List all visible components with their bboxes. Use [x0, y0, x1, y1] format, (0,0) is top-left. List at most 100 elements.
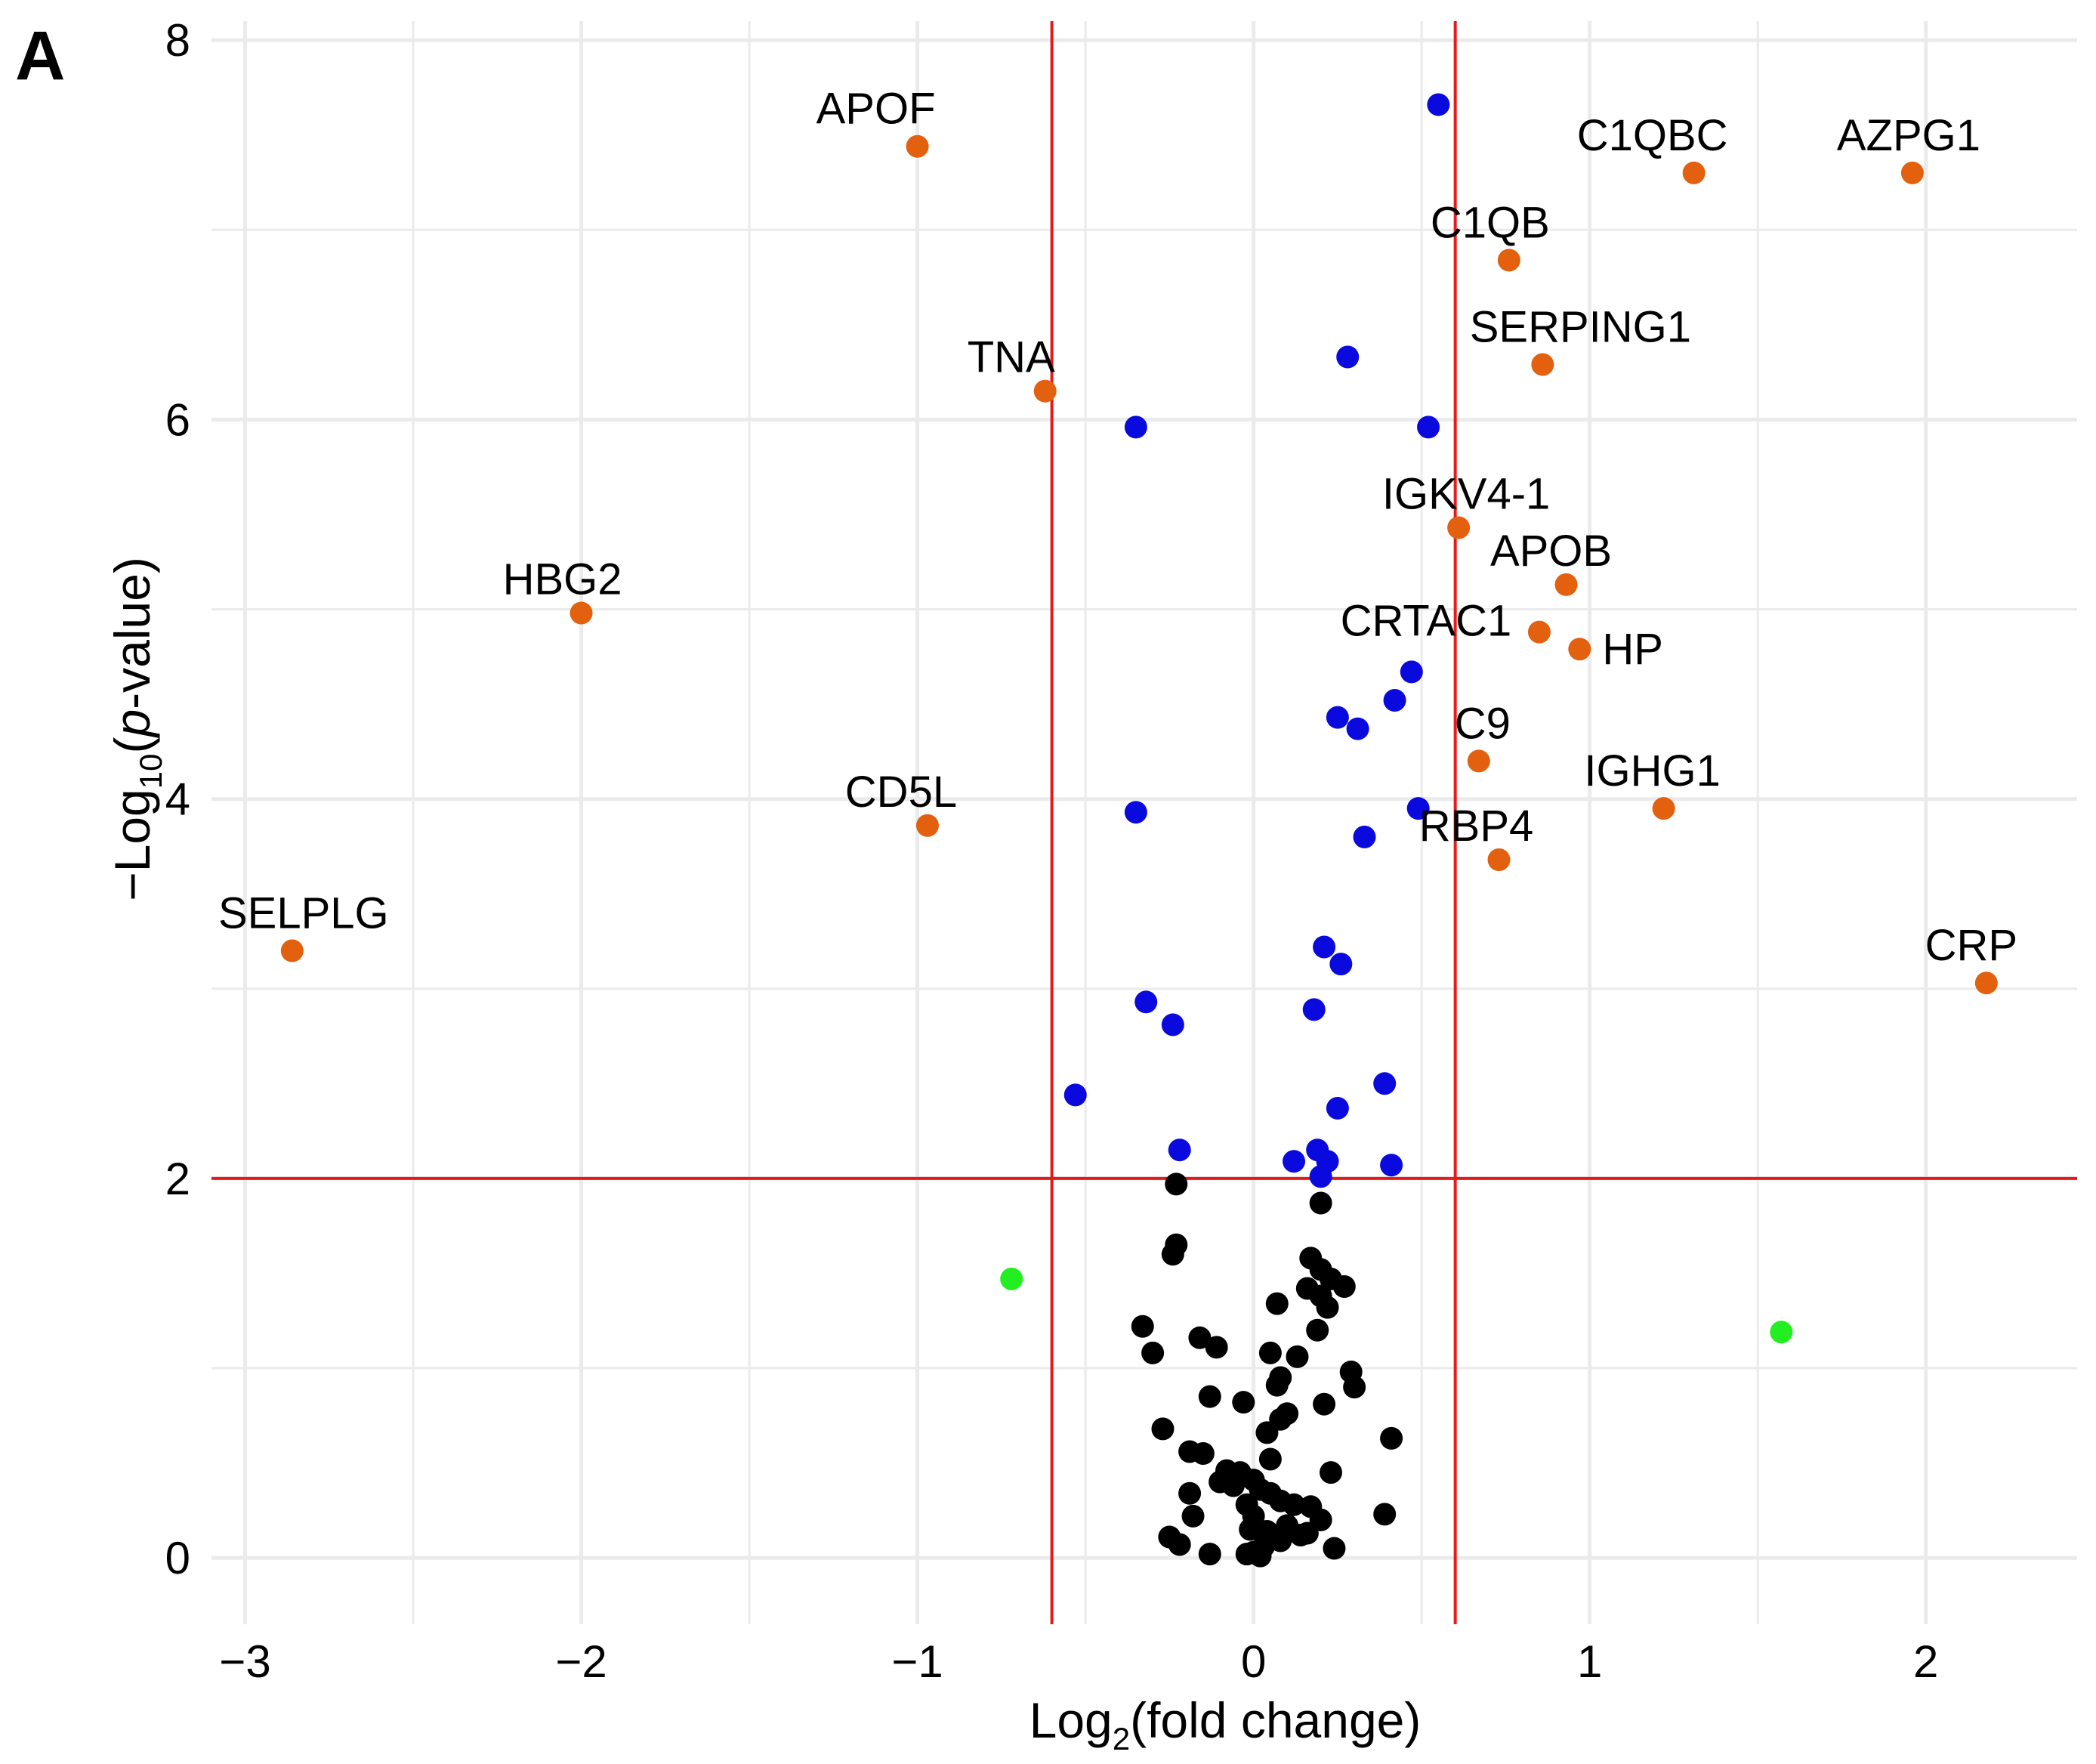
data-point-significant [1353, 825, 1376, 848]
y-tick-label: 0 [165, 1533, 190, 1583]
x-tick-label: 2 [1913, 1636, 1938, 1687]
data-point-labeled [1652, 797, 1675, 820]
data-point-not-significant [1191, 1441, 1215, 1465]
data-point-significant [1326, 706, 1349, 729]
data-point-significant [1427, 93, 1450, 116]
data-point-significant [1124, 416, 1147, 439]
data-point-significant [1373, 1072, 1397, 1095]
point-label-azpg1: AZPG1 [1837, 111, 1980, 160]
point-label-hbg2: HBG2 [503, 555, 622, 604]
data-point-significant [1313, 935, 1336, 959]
point-label-hp: HP [1602, 625, 1663, 674]
data-point-significant [1302, 998, 1326, 1021]
data-point-labeled [1447, 516, 1471, 539]
data-point-not-significant [1151, 1417, 1175, 1441]
point-label-serping1: SERPING1 [1470, 303, 1691, 352]
data-point-labeled [1033, 379, 1057, 403]
data-point-not-significant [1323, 1537, 1346, 1560]
point-label-cd5l: CD5L [845, 768, 957, 817]
data-point-significant [1417, 416, 1440, 439]
data-point-not-significant [1198, 1543, 1221, 1566]
data-point-labeled [906, 134, 929, 158]
point-label-rbp4: RBP4 [1419, 802, 1534, 851]
data-point-not-significant [1320, 1461, 1342, 1484]
data-point-labeled [1974, 972, 1998, 995]
x-axis-title: Log2(fold change) [1029, 1692, 1422, 1756]
data-point-not-significant [1131, 1315, 1154, 1338]
point-label-ighg1: IGHG1 [1584, 746, 1721, 795]
data-point-not-significant [1205, 1336, 1228, 1359]
point-label-c1qbc: C1QBC [1577, 111, 1728, 160]
data-point-not-significant [1161, 1243, 1184, 1266]
data-point-not-significant [1286, 1345, 1309, 1368]
point-label-igkv4-1: IGKV4-1 [1382, 470, 1550, 519]
data-point-significant [1383, 689, 1406, 712]
x-tick-label: −3 [219, 1636, 270, 1687]
axis-ticks: −3 −2 −1 0 1 2 0 2 4 6 8 [165, 15, 1939, 1687]
data-point-not-significant [1269, 1489, 1292, 1512]
data-point-significant [1134, 990, 1158, 1014]
data-point-labeled [1487, 848, 1511, 871]
data-point-labeled [1497, 249, 1520, 272]
data-point-not-significant [1165, 1172, 1188, 1196]
point-label-crp: CRP [1925, 921, 2017, 970]
y-tick-label: 2 [165, 1154, 190, 1204]
x-tick-label: 0 [1241, 1636, 1266, 1687]
data-point-significant [1063, 1083, 1087, 1107]
data-point-significant [1400, 660, 1423, 684]
data-point-not-significant [1168, 1533, 1191, 1556]
data-point-significant [1326, 1096, 1349, 1120]
data-point-labeled [1554, 573, 1578, 596]
data-point-significant [1406, 797, 1430, 820]
data-point-significant [1124, 801, 1147, 824]
data-point-not-significant [1141, 1341, 1165, 1364]
data-point-not-significant [1181, 1504, 1205, 1528]
y-axis-title: −Log10(p-value) [104, 557, 168, 901]
data-point-significant [1283, 1150, 1306, 1173]
data-point-not-significant [1249, 1544, 1272, 1568]
data-point-labeled [1527, 620, 1551, 644]
x-tick-label: −2 [555, 1636, 607, 1687]
data-point-labeled [1467, 749, 1490, 773]
data-point-labeled [1682, 161, 1706, 184]
data-point-not-significant [1265, 1373, 1289, 1397]
data-points [280, 93, 1998, 1568]
data-point-not-significant [1188, 1326, 1212, 1349]
data-point-labeled [1900, 161, 1924, 184]
data-point-labeled [915, 814, 939, 837]
point-label-apof: APOF [816, 85, 936, 134]
point-label-c1qb: C1QB [1431, 198, 1550, 247]
data-point-significant [1380, 1154, 1403, 1177]
data-point-not-significant [1313, 1392, 1336, 1416]
point-label-c9: C9 [1455, 699, 1511, 748]
data-point-not-significant [1255, 1421, 1279, 1444]
data-point-not-significant [1309, 1191, 1332, 1215]
data-point-significant [1329, 953, 1353, 976]
data-point-not-significant [1316, 1296, 1339, 1319]
data-point-significant [1161, 1013, 1184, 1036]
grid [211, 21, 2077, 1624]
y-tick-label: 4 [165, 774, 190, 825]
y-tick-label: 6 [165, 394, 190, 445]
data-point-not-significant [1258, 1341, 1282, 1364]
point-label-apob: APOB [1490, 527, 1612, 576]
data-point-labeled [280, 939, 304, 962]
point-label-crtac1: CRTAC1 [1341, 597, 1512, 646]
data-point-not-significant [1178, 1481, 1202, 1505]
data-point-not-significant [1198, 1385, 1221, 1408]
point-labels: APOF C1QBC AZPG1 C1QB SERPING1 TNA IGKV4-1 APOB… [218, 85, 2017, 970]
point-label-tna: TNA [968, 333, 1055, 382]
x-tick-label: 1 [1577, 1636, 1602, 1687]
data-point-labeled [1568, 638, 1591, 661]
threshold-lines [211, 21, 2077, 1624]
data-point-significant [1309, 1165, 1332, 1188]
data-point-not-significant [1232, 1391, 1255, 1414]
data-point-labeled [1531, 353, 1554, 376]
point-label-selplg: SELPLG [218, 889, 389, 938]
data-point-significant [1168, 1138, 1191, 1162]
data-point-not-significant [1289, 1523, 1312, 1546]
data-point-not-significant [1332, 1274, 1356, 1298]
data-point-fold-only [1000, 1267, 1023, 1290]
data-point-not-significant [1209, 1470, 1232, 1494]
